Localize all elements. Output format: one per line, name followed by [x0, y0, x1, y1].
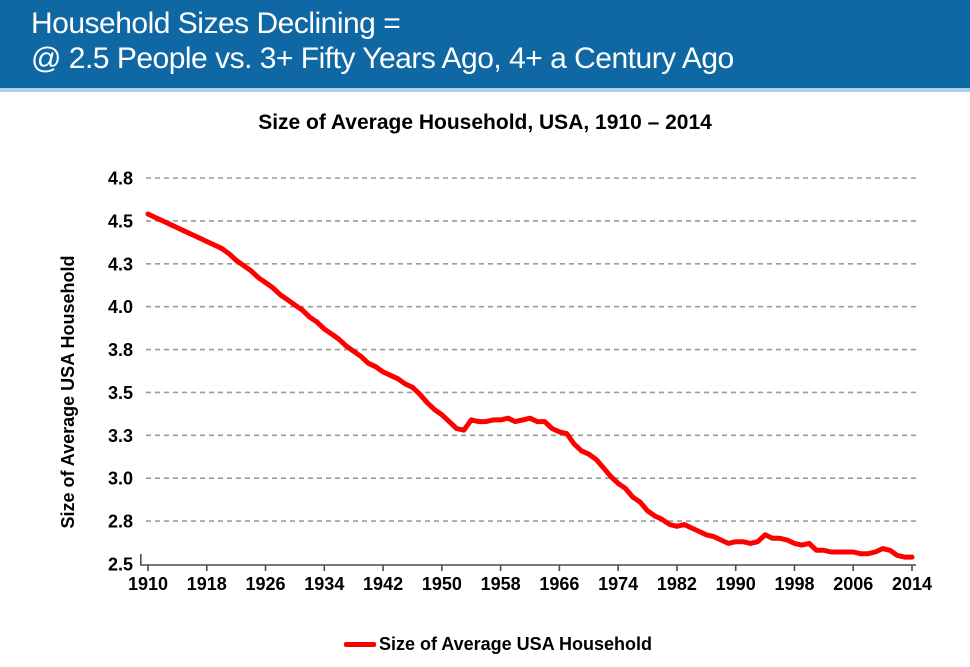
legend-line-swatch — [343, 641, 376, 647]
chart-legend: Size of Average USA Household — [26, 632, 970, 656]
x-tick-label: 1982 — [657, 574, 697, 594]
y-tick-label: 3.3 — [108, 426, 133, 446]
chart-title: Size of Average Household, USA, 1910 – 2… — [258, 111, 712, 134]
x-tick-label: 1990 — [716, 574, 756, 594]
x-tick-label: 1958 — [481, 574, 521, 594]
x-tick-label: 1918 — [187, 574, 227, 594]
series-line-household-size — [145, 211, 915, 560]
y-tick-label: 3.0 — [108, 469, 133, 489]
y-tick-label: 3.5 — [108, 383, 133, 403]
header-banner: Household Sizes Declining = @ 2.5 People… — [0, 0, 970, 88]
y-tick-label: 4.3 — [108, 254, 133, 274]
x-tick-label: 1974 — [598, 574, 638, 594]
y-tick-label: 4.0 — [108, 297, 133, 317]
x-tick-label: 1966 — [539, 574, 579, 594]
x-tick-label: 2014 — [892, 574, 932, 594]
x-tick-label: 1950 — [422, 574, 462, 594]
x-tick-label: 1910 — [128, 574, 168, 594]
banner-accent-strip — [0, 88, 970, 92]
x-tick-label: 1934 — [304, 574, 344, 594]
y-tick-label: 2.8 — [108, 512, 133, 532]
y-tick-label: 3.8 — [108, 340, 133, 360]
y-tick-label: 2.5 — [108, 555, 133, 575]
legend-label: Size of Average USA Household — [378, 633, 653, 654]
banner-title-line1: Household Sizes Declining = — [31, 7, 401, 40]
y-tick-label: 4.8 — [108, 169, 133, 189]
x-tick-label: 1998 — [774, 574, 814, 594]
banner-title-line2: @ 2.5 People vs. 3+ Fifty Years Ago, 4+ … — [31, 42, 734, 75]
x-tick-label: 1942 — [363, 574, 403, 594]
y-tick-label: 4.5 — [108, 211, 133, 231]
x-tick-label: 1926 — [246, 574, 286, 594]
x-tick-label: 2006 — [833, 574, 873, 594]
